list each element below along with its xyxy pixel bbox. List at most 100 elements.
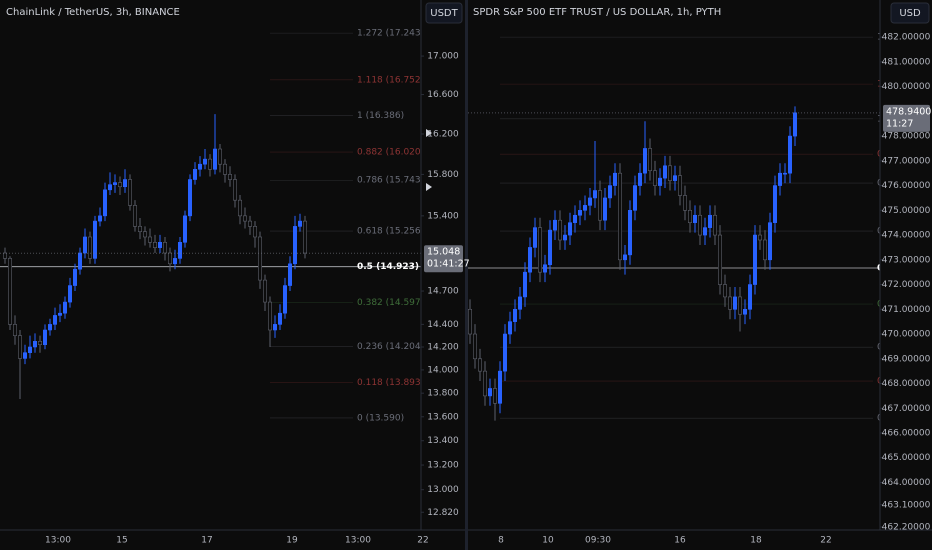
marker	[426, 183, 432, 191]
candle-body	[37, 341, 42, 346]
candle-body	[627, 210, 632, 256]
fib-label: 0.382 (14.597)	[357, 298, 424, 308]
candle-body	[537, 227, 542, 273]
candle-body	[118, 182, 123, 188]
y-tick-label: 13.000	[427, 485, 459, 495]
currency-button[interactable]	[425, 2, 463, 24]
fib-label: 0.882 (16.020)	[357, 148, 424, 158]
candle-body	[98, 215, 103, 222]
candle-body	[502, 333, 507, 372]
candle-body	[178, 242, 183, 259]
candle-body	[188, 179, 193, 217]
y-tick-label: 472.00000	[882, 280, 931, 290]
candle-body	[772, 185, 777, 223]
x-tick-label: 09:30	[585, 536, 611, 546]
y-tick-label: 478.00000	[882, 132, 931, 142]
candle-body	[113, 182, 118, 185]
y-tick-label: 467.00000	[882, 404, 931, 414]
y-tick-label: 13.800	[427, 389, 459, 399]
y-tick-label: 13.600	[427, 412, 459, 422]
x-tick-label: 15	[116, 536, 127, 546]
candle-body	[697, 214, 702, 236]
y-tick-label: 14.700	[427, 287, 459, 297]
candle-body	[647, 148, 652, 172]
candle-body	[757, 234, 762, 241]
candle-body	[562, 234, 567, 241]
candle-body	[582, 205, 587, 211]
candle-body	[612, 172, 617, 186]
candle-body	[267, 301, 272, 331]
y-tick-label: 15.800	[427, 170, 459, 180]
candle-body	[133, 205, 138, 227]
candle-body	[652, 170, 657, 186]
candle-body	[32, 341, 37, 348]
candle-body	[173, 258, 178, 265]
candle-body	[287, 263, 292, 286]
candle-body	[752, 234, 757, 285]
candle-body	[168, 252, 173, 265]
candle-body	[22, 352, 27, 359]
x-tick-label: 22	[417, 536, 428, 546]
candle-body	[183, 215, 188, 243]
y-tick-label: 474.00000	[882, 231, 931, 241]
currency-label[interactable]: USD	[899, 8, 921, 19]
candle-body	[487, 388, 492, 397]
candle-body	[78, 252, 83, 270]
x-tick-label: 18	[750, 536, 762, 546]
fib-label: 0.786 (15.743)	[357, 176, 424, 186]
candle-body	[297, 220, 302, 227]
candle-body	[52, 315, 57, 325]
fib-label: 1.272 (17.243)	[357, 29, 424, 39]
y-tick-label: 13.200	[427, 461, 459, 471]
candle-body	[572, 214, 577, 223]
candle-body	[248, 220, 253, 227]
y-tick-label: 475.00000	[882, 206, 931, 216]
candle-body	[213, 148, 218, 170]
fib-label: 1.118 (16.752)	[357, 75, 424, 85]
y-tick-label: 14.400	[427, 320, 459, 330]
candle-body	[527, 247, 532, 273]
candle-body	[702, 227, 707, 236]
candle-body	[662, 165, 667, 179]
candle-body	[712, 214, 717, 236]
candle-body	[642, 148, 647, 174]
y-tick-label: 468.00000	[882, 379, 931, 389]
candle-body	[198, 163, 203, 170]
y-tick-label: 469.00000	[882, 354, 931, 364]
candle-body	[163, 242, 168, 254]
y-tick-label: 17.000	[427, 52, 459, 62]
fib-label: 0.5 (14.923)	[357, 262, 419, 272]
y-tick-label: 464.00000	[882, 478, 931, 488]
candle-body	[47, 324, 52, 331]
x-tick-label: 22	[820, 536, 831, 546]
candle-body	[687, 210, 692, 223]
candle-body	[727, 296, 732, 310]
currency-label[interactable]: USDT	[430, 8, 458, 19]
y-tick-label: 481.00000	[882, 57, 931, 67]
candle-body	[482, 370, 487, 397]
fib-label: 1 (16.386)	[357, 111, 404, 121]
x-tick-label: 17	[201, 536, 212, 546]
y-tick-label: 12.820	[427, 508, 459, 518]
candle-body	[677, 175, 682, 196]
candle-body	[782, 172, 787, 175]
candle-body	[203, 158, 208, 165]
candle-body	[243, 215, 248, 222]
candle-body	[542, 264, 547, 273]
candle-body	[792, 112, 797, 137]
currency-button[interactable]	[890, 2, 930, 24]
candle-body	[492, 388, 497, 404]
candle-body	[158, 242, 163, 248]
candle-body	[607, 185, 612, 199]
candle-body	[93, 220, 98, 259]
candle-body	[57, 312, 62, 316]
candle-body	[767, 222, 772, 261]
y-tick-label: 462.20000	[882, 523, 931, 533]
overlay: ChainLink / TetherUS, 3h, BINANCE USDT S…	[6, 2, 930, 191]
y-tick-label: 480.00000	[882, 82, 931, 92]
price-axis	[880, 0, 932, 530]
candle-body	[567, 222, 572, 236]
candle-body	[88, 236, 93, 259]
candle-body	[472, 333, 477, 360]
